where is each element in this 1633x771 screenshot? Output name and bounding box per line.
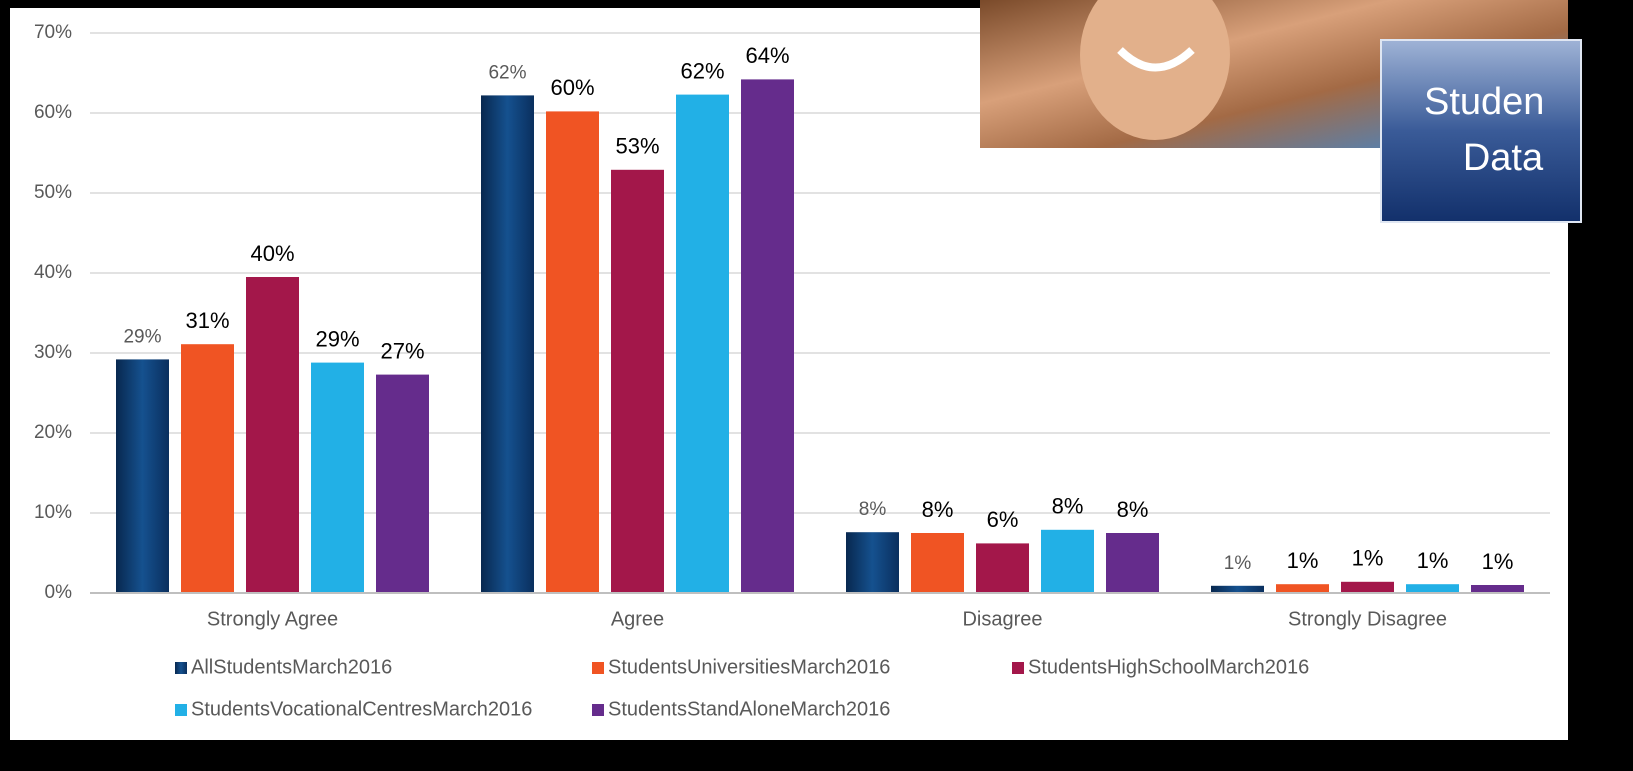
- data-label: 1%: [1482, 549, 1514, 574]
- caption-box: [1381, 40, 1581, 222]
- y-tick-label: 40%: [34, 262, 72, 283]
- data-label: 62%: [680, 58, 724, 83]
- bar: [246, 277, 299, 593]
- bar: [1276, 584, 1329, 593]
- data-label: 40%: [250, 241, 294, 266]
- y-tick-label: 20%: [34, 422, 72, 443]
- data-label: 31%: [185, 308, 229, 333]
- bar: [1471, 585, 1524, 593]
- bar: [1341, 582, 1394, 593]
- data-label: 27%: [380, 338, 424, 363]
- data-label: 53%: [615, 134, 659, 159]
- bar: [376, 375, 429, 593]
- data-label: 29%: [123, 326, 161, 347]
- page: {"chart_data": {"type": "bar", "categori…: [0, 0, 1633, 771]
- x-tick-label: Strongly Disagree: [1288, 608, 1447, 630]
- legend-label: StudentsHighSchoolMarch2016: [1028, 656, 1309, 678]
- y-tick-label: 50%: [34, 182, 72, 203]
- data-label: 8%: [1117, 497, 1149, 522]
- legend-swatch: [1012, 662, 1024, 674]
- data-label: 8%: [922, 497, 954, 522]
- y-tick-label: 0%: [45, 582, 73, 603]
- legend-label: AllStudentsMarch2016: [191, 656, 392, 678]
- data-label: 8%: [1052, 494, 1084, 519]
- bar: [1041, 530, 1094, 593]
- y-tick-label: 60%: [34, 102, 72, 123]
- legend-swatch: [592, 704, 604, 716]
- data-label: 1%: [1224, 553, 1252, 574]
- data-label: 1%: [1417, 548, 1449, 573]
- data-label: 8%: [859, 499, 887, 520]
- bar: [741, 79, 794, 593]
- legend-label: StudentsVocationalCentresMarch2016: [191, 698, 532, 720]
- data-label: 29%: [315, 326, 359, 351]
- caption-line: Studen: [1424, 81, 1544, 123]
- legend-label: StudentsStandAloneMarch2016: [608, 698, 890, 720]
- bar: [481, 95, 534, 593]
- bar: [611, 170, 664, 593]
- bar: [976, 543, 1029, 593]
- data-label: 60%: [550, 75, 594, 100]
- bar: [116, 359, 169, 593]
- bar: [181, 344, 234, 593]
- bar: [846, 532, 899, 593]
- bar: [311, 363, 364, 593]
- caption-line: Data: [1463, 137, 1544, 179]
- data-label: 64%: [745, 43, 789, 68]
- y-tick-label: 10%: [34, 502, 72, 523]
- x-tick-label: Disagree: [962, 608, 1042, 630]
- bar: [676, 95, 729, 593]
- legend-swatch: [592, 662, 604, 674]
- data-label: 1%: [1287, 548, 1319, 573]
- bar: [1406, 584, 1459, 593]
- bar: [1211, 586, 1264, 593]
- y-tick-label: 30%: [34, 342, 72, 363]
- bar: [911, 533, 964, 593]
- bar: [546, 111, 599, 593]
- legend-swatch: [175, 704, 187, 716]
- x-tick-label: Strongly Agree: [207, 608, 338, 630]
- data-label: 62%: [488, 62, 526, 83]
- legend-label: StudentsUniversitiesMarch2016: [608, 656, 890, 678]
- bar: [1106, 533, 1159, 593]
- data-label: 1%: [1352, 546, 1384, 571]
- y-tick-label: 70%: [34, 22, 72, 43]
- chart: 0% 10% 20% 30% 40% 50% 60% 70% 29% 62% 8% 1% 31% 60% 8…: [0, 0, 1633, 771]
- x-tick-label: Agree: [611, 608, 664, 630]
- legend-swatch: [175, 662, 187, 674]
- data-label: 6%: [987, 507, 1019, 532]
